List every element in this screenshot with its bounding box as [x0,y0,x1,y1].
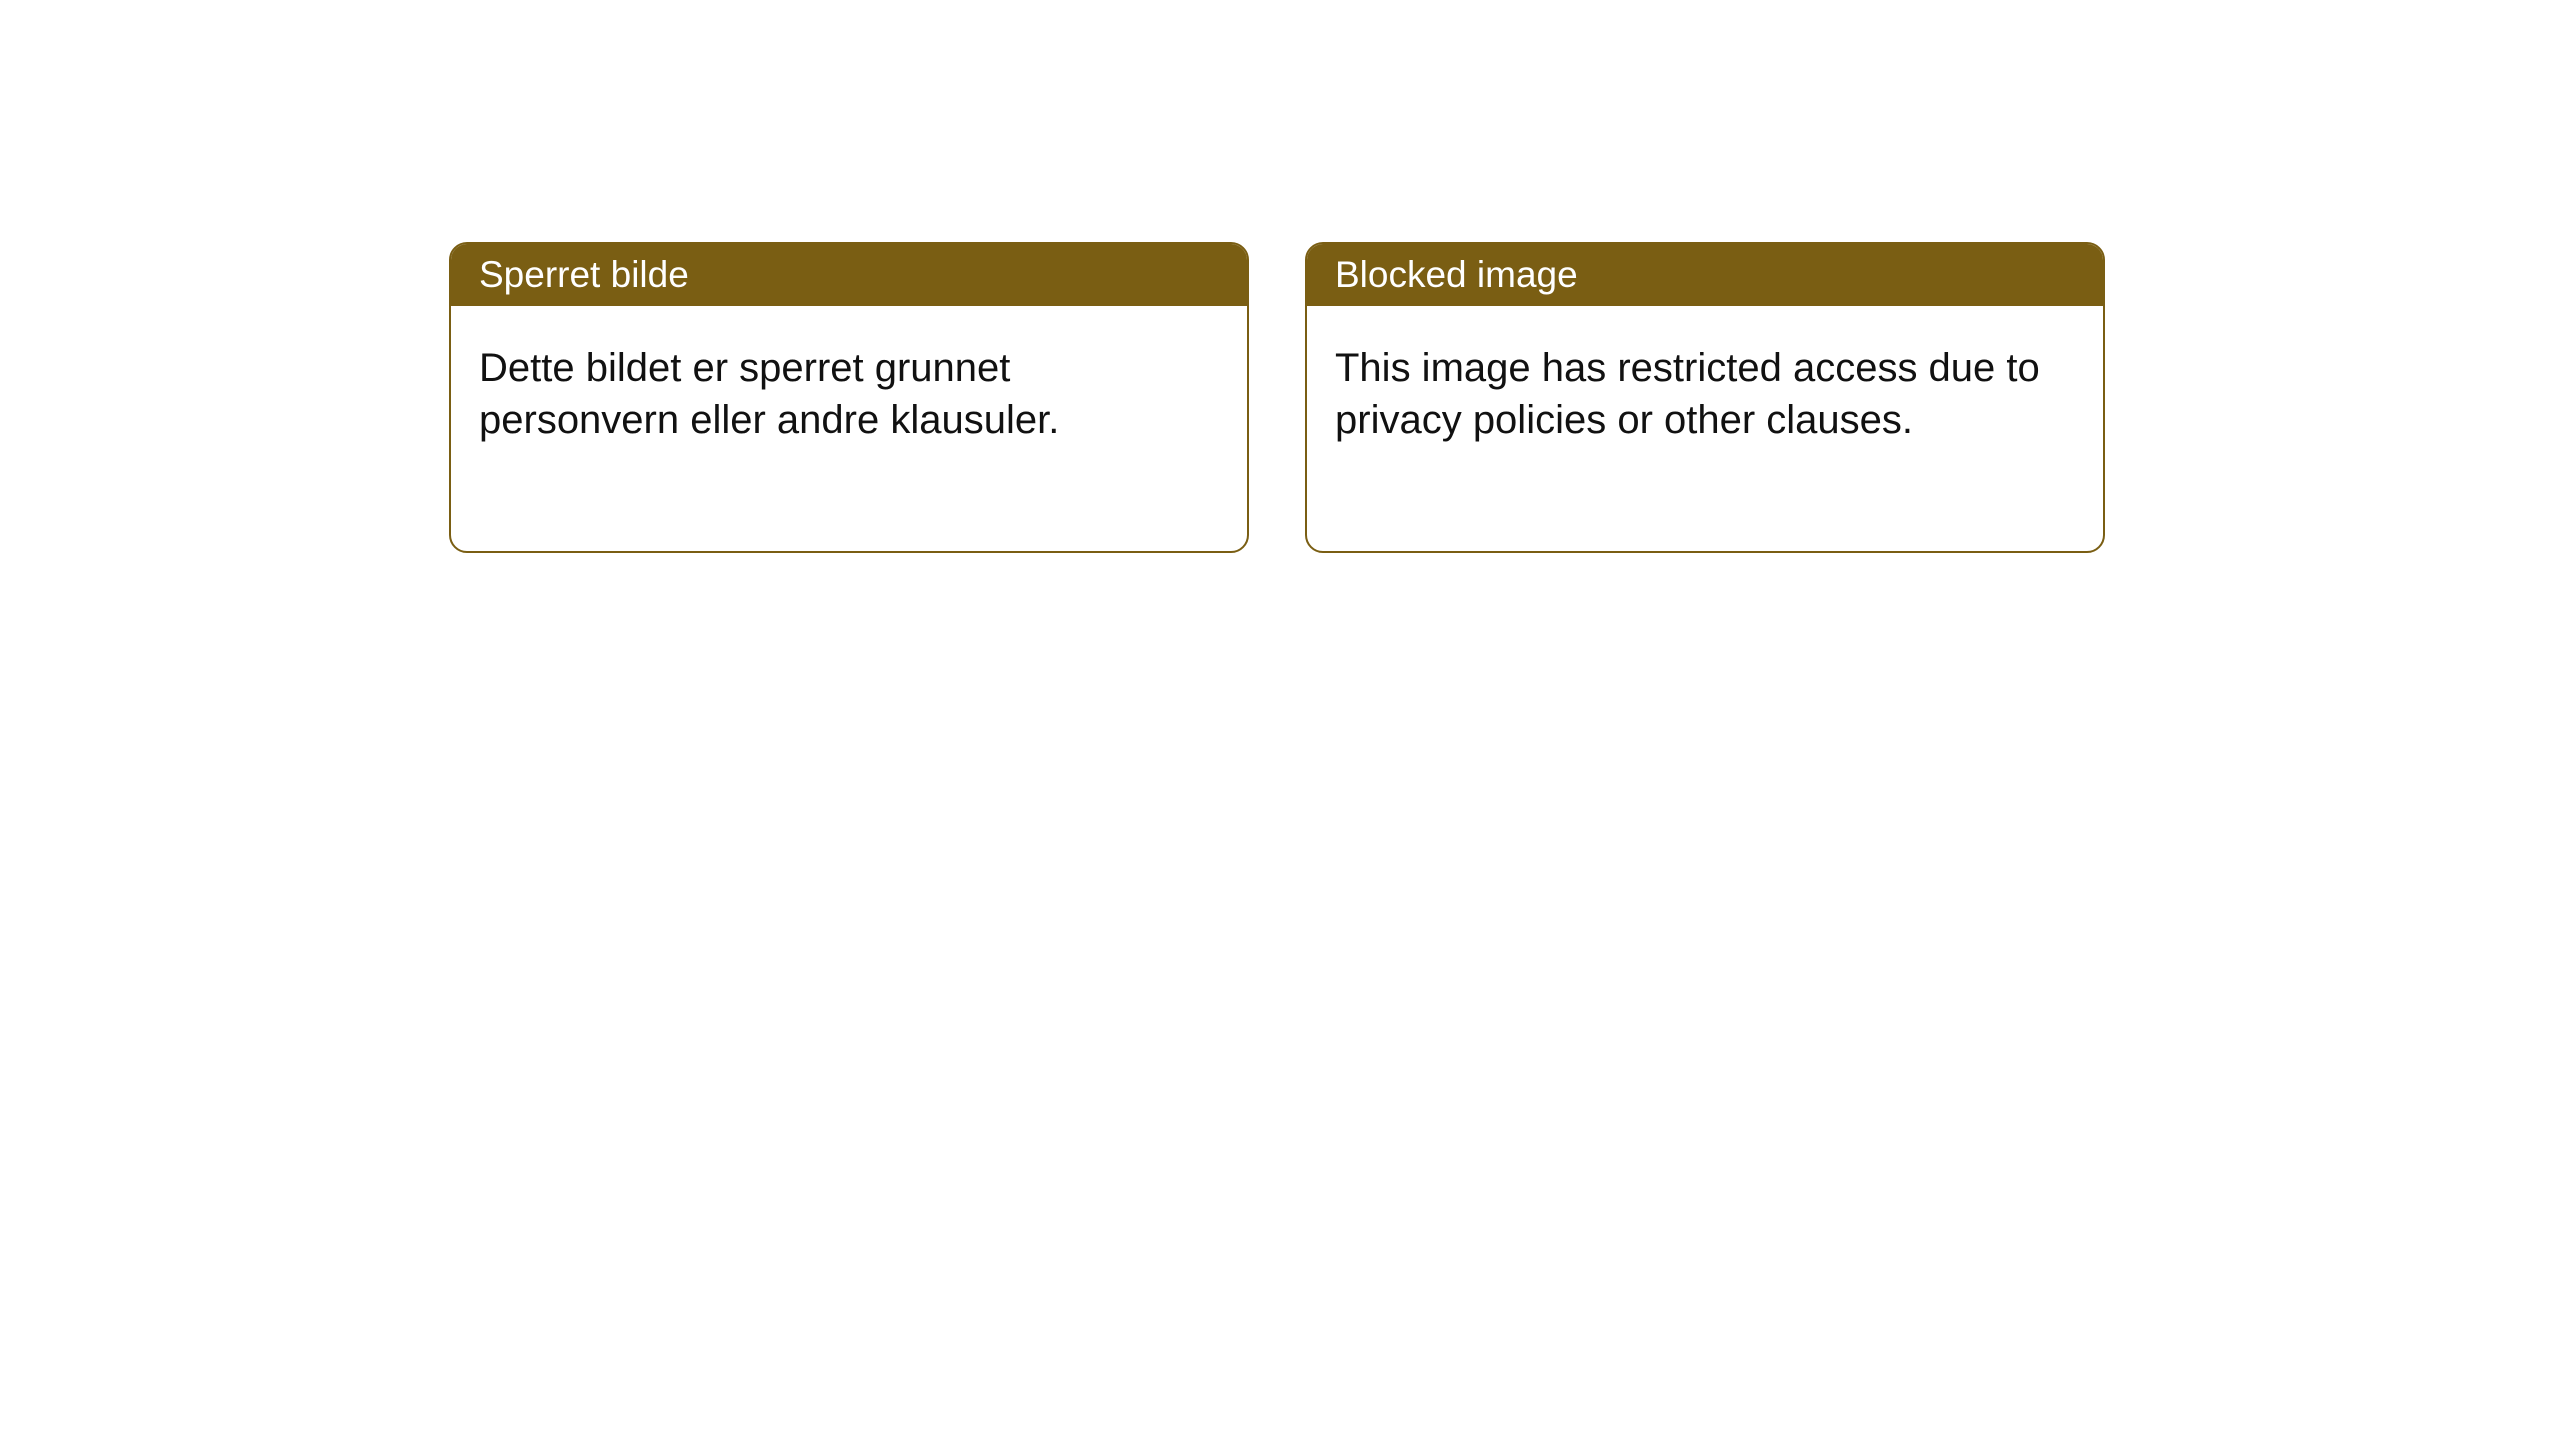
notice-card-norwegian: Sperret bilde Dette bildet er sperret gr… [449,242,1249,553]
notice-container: Sperret bilde Dette bildet er sperret gr… [449,242,2105,553]
notice-body-norwegian: Dette bildet er sperret grunnet personve… [451,306,1247,551]
notice-header-english: Blocked image [1307,244,2103,306]
notice-card-english: Blocked image This image has restricted … [1305,242,2105,553]
notice-body-english: This image has restricted access due to … [1307,306,2103,551]
notice-header-norwegian: Sperret bilde [451,244,1247,306]
